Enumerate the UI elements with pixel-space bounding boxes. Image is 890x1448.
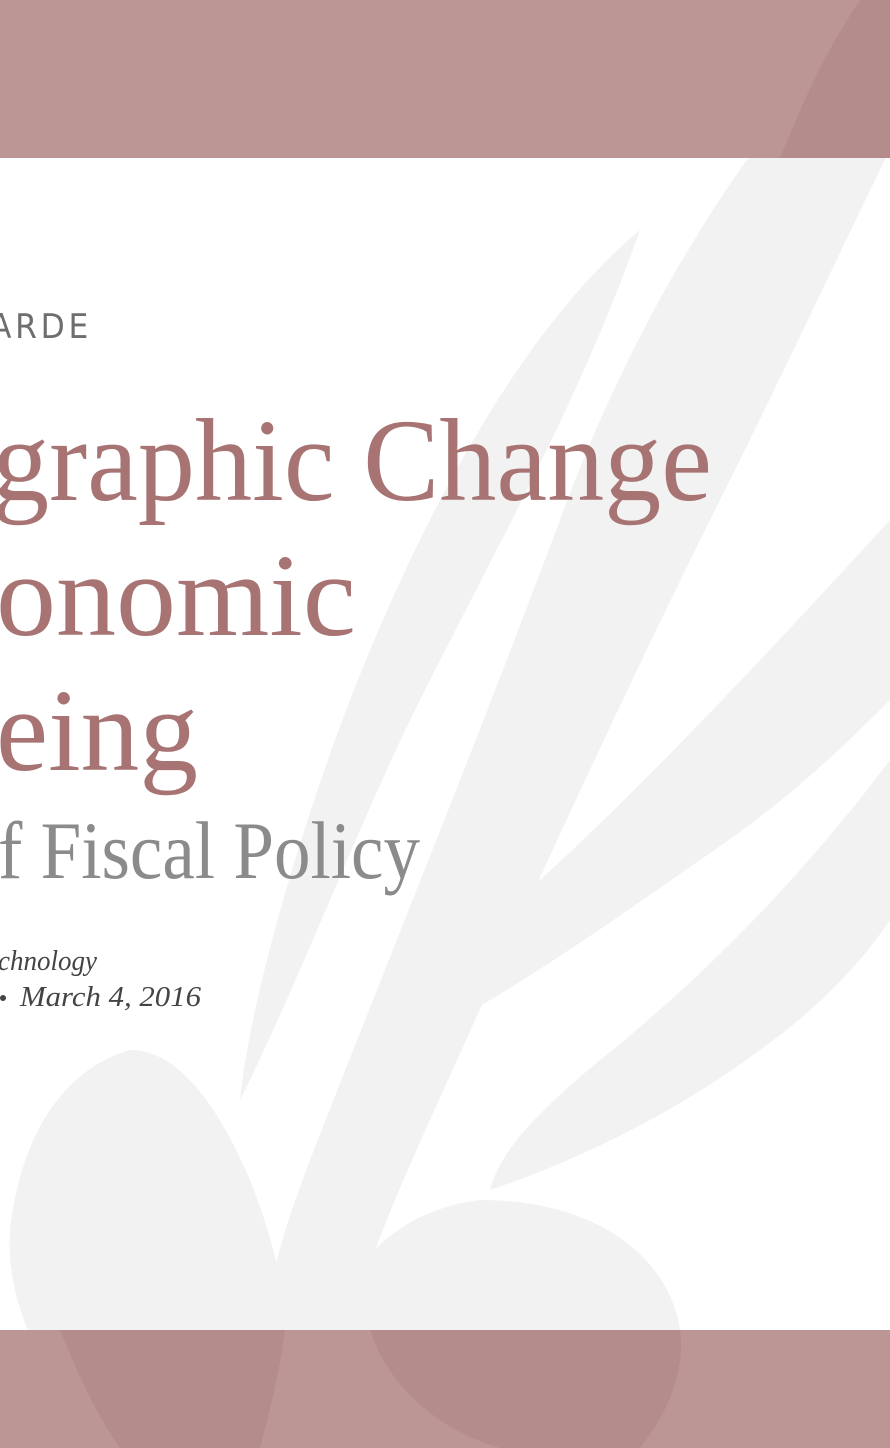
- page: ARDE graphic Change onomic eing f Fiscal…: [0, 0, 890, 1448]
- title-line: onomic: [0, 530, 356, 661]
- footer-line: chnology: [0, 945, 97, 977]
- header-label: ARDE: [0, 307, 92, 347]
- cover: ARDE graphic Change onomic eing f Fiscal…: [0, 0, 890, 1448]
- title-line: eing: [0, 665, 198, 796]
- footer-line: March 4, 2016: [19, 981, 202, 1013]
- subtitle: f Fiscal Policy: [0, 805, 420, 896]
- title-line: graphic Change: [0, 395, 712, 526]
- top-band: [0, 0, 890, 158]
- bullet: [0, 995, 6, 1001]
